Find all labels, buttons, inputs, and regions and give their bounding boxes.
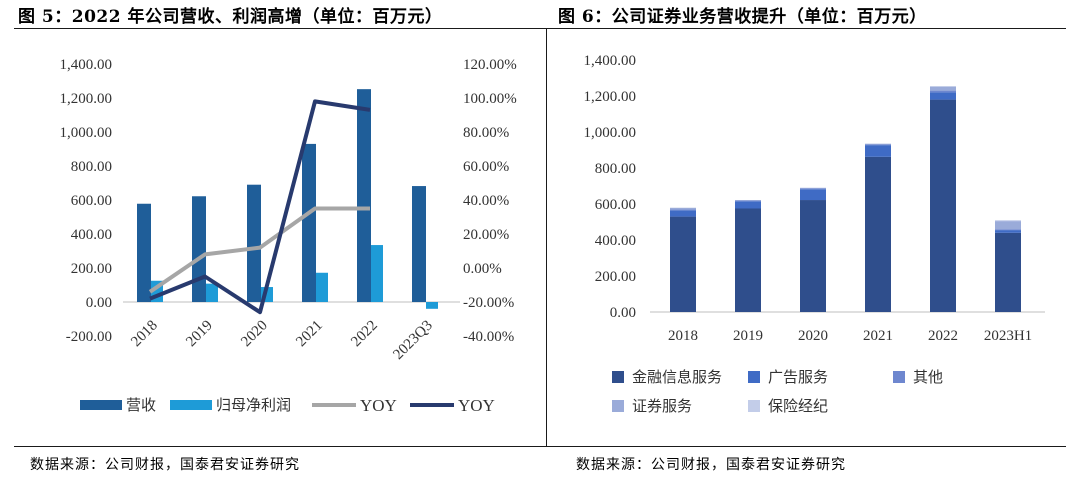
y-tick-label: 1,400.00: [584, 53, 637, 69]
y-right-tick-label: 60.00%: [463, 159, 509, 175]
x-category-label: 2018: [668, 328, 698, 344]
finance-segment: [735, 208, 761, 312]
right-figure-title: 图 6：公司证券业务营收提升（单位：百万元）: [558, 7, 927, 27]
x-category-label: 2020: [798, 328, 828, 344]
ads-segment: [800, 189, 826, 201]
left-figure-title: 图 5：2022 年公司营收、利润高增（单位：百万元）: [18, 7, 443, 27]
y-left-tick-label: -200.00: [66, 329, 112, 345]
other-segment: [930, 90, 956, 93]
ads-segment: [670, 210, 696, 217]
other-segment: [995, 229, 1021, 231]
ads-segment: [930, 92, 956, 100]
top-rule: [14, 28, 1066, 29]
legend-swatch-profit: [170, 400, 212, 410]
legend-label-insurance: 保险经纪: [768, 397, 828, 415]
finance-segment: [930, 99, 956, 312]
legend-swatch-securities: [612, 400, 624, 412]
securities-segment: [995, 221, 1021, 230]
y-left-tick-label: 400.00: [71, 227, 112, 243]
securities-segment: [735, 200, 761, 201]
revenue-bar: [247, 184, 261, 302]
legend-label-finance: 金融信息服务: [632, 368, 722, 386]
y-right-tick-label: -40.00%: [463, 329, 514, 345]
ads-segment: [995, 230, 1021, 233]
legend-label-revenue: 营收: [126, 396, 156, 414]
y-right-tick-label: 20.00%: [463, 227, 509, 243]
profit-bar: [316, 272, 328, 302]
y-tick-label: 1,200.00: [584, 89, 637, 105]
ads-segment: [865, 145, 891, 157]
right-source-note: 数据来源：公司财报，国泰君安证券研究: [576, 457, 846, 473]
left-chart: -200.00 0.00 200.00 400.00 600.00 800.00 1,000…: [60, 57, 517, 415]
y-right-tick-label: 0.00%: [463, 261, 502, 277]
y-left-tick-label: 600.00: [71, 193, 112, 209]
legend-label-yoy-revenue: YOY: [360, 396, 397, 415]
finance-segment: [865, 156, 891, 312]
x-category-label: 2021: [863, 328, 893, 344]
y-left-tick-label: 0.00: [86, 295, 112, 311]
securities-segment: [670, 207, 696, 210]
y-tick-label: 800.00: [595, 161, 636, 177]
center-divider: [546, 28, 547, 446]
legend-label-securities: 证券服务: [632, 397, 692, 415]
other-segment: [800, 188, 826, 190]
securities-segment: [865, 143, 891, 145]
revenue-bar: [302, 143, 316, 302]
insurance-segment: [995, 220, 1021, 222]
legend-swatch-ads: [748, 371, 760, 383]
profit-bar: [426, 302, 438, 309]
finance-segment: [800, 200, 826, 312]
legend-swatch-revenue: [80, 400, 122, 410]
y-tick-label: 400.00: [595, 233, 636, 249]
profit-bar: [206, 283, 218, 302]
y-left-tick-label: 1,200.00: [60, 91, 113, 107]
profit-bar: [371, 245, 383, 302]
y-left-tick-label: 1,400.00: [60, 57, 113, 73]
legend-label-ads: 广告服务: [768, 368, 828, 386]
legend-swatch-finance: [612, 371, 624, 383]
revenue-bar: [357, 89, 371, 302]
legend-label-yoy-profit: YOY: [458, 396, 495, 415]
y-left-tick-label: 200.00: [71, 261, 112, 277]
y-left-tick-label: 800.00: [71, 159, 112, 175]
x-category-label: 2022: [928, 328, 958, 344]
finance-segment: [670, 216, 696, 312]
y-tick-label: 0.00: [610, 305, 636, 321]
legend-label-other: 其他: [913, 368, 943, 386]
other-segment: [735, 200, 761, 202]
y-tick-label: 1,000.00: [584, 125, 637, 141]
y-right-tick-label: 100.00%: [463, 91, 517, 107]
y-right-tick-label: 80.00%: [463, 125, 509, 141]
yoy-revenue-line: [148, 206, 370, 294]
finance-segment: [995, 232, 1021, 312]
other-segment: [670, 209, 696, 211]
securities-segment: [800, 187, 826, 189]
revenue-bar: [412, 186, 426, 302]
yoy-profit-line: [149, 99, 371, 315]
ads-segment: [735, 201, 761, 209]
bottom-rule: [14, 446, 1066, 447]
y-tick-label: 200.00: [595, 269, 636, 285]
x-category-label: 2019: [733, 328, 763, 344]
revenue-bar: [137, 203, 151, 302]
y-right-tick-label: 120.00%: [463, 57, 517, 73]
legend-swatch-other: [893, 371, 905, 383]
legend-label-profit: 归母净利润: [216, 396, 291, 414]
y-right-tick-label: -20.00%: [463, 295, 514, 311]
x-category-label: 2023H1: [984, 328, 1032, 344]
y-tick-label: 600.00: [595, 197, 636, 213]
y-left-tick-label: 1,000.00: [60, 125, 113, 141]
insurance-segment: [930, 86, 956, 87]
securities-segment: [930, 86, 956, 91]
left-source-note: 数据来源：公司财报，国泰君安证券研究: [30, 457, 300, 473]
other-segment: [865, 144, 891, 146]
legend-swatch-insurance: [748, 400, 760, 412]
y-right-tick-label: 40.00%: [463, 193, 509, 209]
